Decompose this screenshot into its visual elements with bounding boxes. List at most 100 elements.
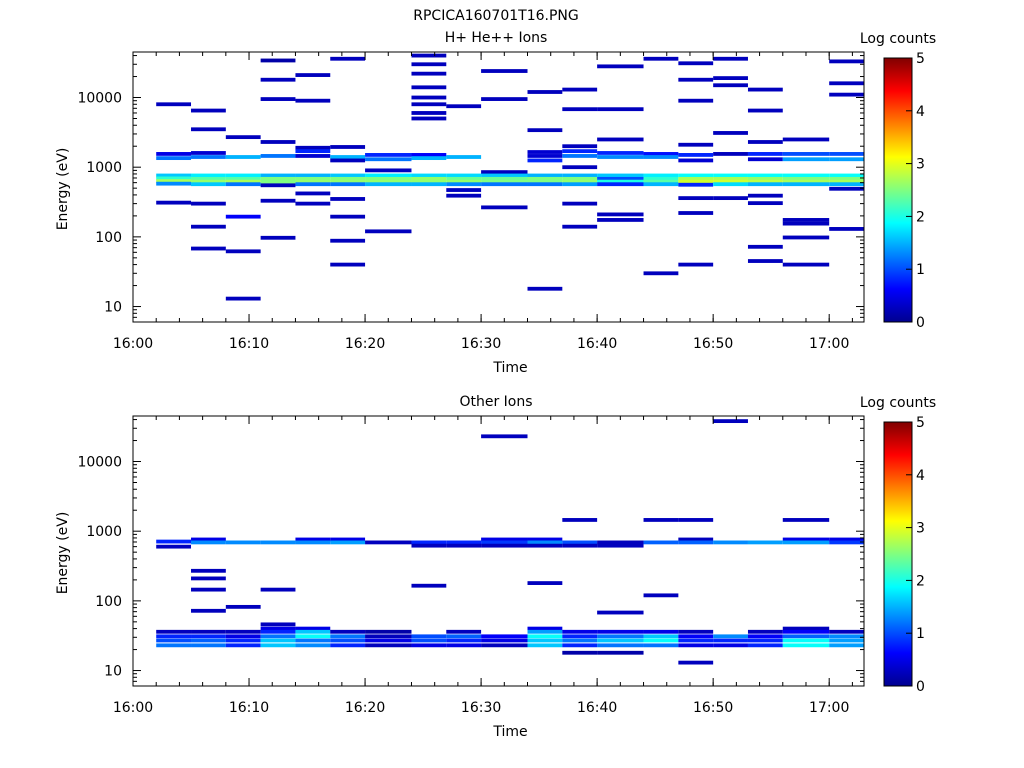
colorbar-label: Log counts (860, 31, 936, 47)
heatmap-cell (782, 152, 830, 156)
y-tick-label: 10 (104, 664, 122, 680)
heatmap-cell (678, 61, 714, 66)
heatmap-cell (260, 58, 296, 63)
heatmap-cell (562, 543, 598, 548)
heatmap-cell (260, 179, 296, 184)
heatmap-cell (191, 173, 226, 178)
heatmap-cell (191, 537, 226, 542)
heatmap-cell (225, 249, 261, 254)
heatmap-cell (156, 179, 192, 184)
heatmap-cell (260, 198, 296, 203)
plot-frame (132, 51, 865, 323)
heatmap-cell (411, 583, 447, 588)
y-tick-label: 1000 (86, 160, 122, 176)
heatmap-cell (562, 182, 598, 187)
heatmap-cell (829, 540, 864, 545)
heatmap-cell (156, 539, 192, 544)
heatmap-cell (260, 154, 296, 158)
heatmap-cell (829, 227, 864, 231)
heatmap-cell (260, 97, 296, 101)
heatmap-cell (191, 540, 226, 545)
heatmap-cell (829, 152, 864, 156)
x-tick-label: 16:00 (113, 336, 153, 352)
heatmap-cell (782, 173, 830, 178)
heatmap-cell (411, 643, 447, 648)
heatmap-cell (829, 182, 864, 187)
heatmap-cell (411, 182, 447, 187)
colorbar-gradient (883, 421, 913, 687)
heatmap-cell (411, 540, 447, 545)
heatmap-cell (446, 543, 482, 548)
heatmap-cell (295, 182, 331, 187)
heatmap-cell (562, 650, 598, 655)
heatmap-cell (260, 587, 296, 592)
heatmap-cell (643, 638, 679, 643)
heatmap-cell (678, 211, 714, 215)
heatmap-cell (562, 179, 598, 184)
heatmap-cell (156, 643, 192, 648)
heatmap-cell (829, 634, 864, 639)
heatmap-cell (156, 200, 192, 205)
heatmap-cell (678, 158, 714, 163)
heatmap-cell (562, 201, 598, 206)
heatmap-cell (365, 638, 412, 643)
heatmap-cell (225, 135, 261, 140)
colorbar-tick-label: 4 (916, 104, 925, 120)
heatmap-cell (260, 176, 296, 181)
heatmap-cell (295, 154, 331, 158)
heatmap-cell (527, 643, 563, 648)
heatmap-cell (782, 179, 830, 184)
heatmap-cell (481, 182, 528, 187)
heatmap-cell (225, 179, 261, 184)
heatmap-cell (481, 634, 528, 639)
heatmap-cell (713, 540, 748, 545)
x-tick-label: 16:40 (577, 336, 617, 352)
heatmap-cell (597, 107, 644, 112)
heatmap-cell (782, 235, 830, 240)
heatmap-cell (713, 643, 748, 648)
heatmap-cell (678, 629, 714, 634)
heatmap-cell (782, 262, 830, 267)
heatmap-cell (713, 176, 748, 181)
heatmap-cells (156, 53, 864, 301)
heatmap-cell (260, 629, 296, 634)
heatmap-cell (829, 173, 864, 178)
colorbar-gradient (883, 57, 913, 323)
panel-title: H+ He++ Ions (445, 30, 548, 46)
heatmap-cell (713, 638, 748, 643)
heatmap-cell (225, 634, 261, 639)
heatmap-cell (562, 154, 598, 158)
heatmap-cell (713, 56, 748, 61)
heatmap-cell (597, 64, 644, 69)
colorbar-tick-label: 0 (916, 315, 925, 331)
heatmap-cell (747, 629, 783, 634)
heatmap-cell (295, 638, 331, 643)
heatmap-cell (295, 634, 331, 639)
heatmap-cell (156, 544, 192, 549)
heatmap-cell (295, 173, 331, 178)
heatmap-cell (829, 59, 864, 64)
heatmap-cell (365, 182, 412, 187)
heatmap-cell (411, 53, 447, 58)
heatmap-cell (678, 179, 714, 184)
heatmap-cell (643, 152, 679, 156)
x-tick-label: 16:40 (577, 700, 617, 716)
heatmap-cell (747, 643, 783, 648)
heatmap-cell (678, 634, 714, 639)
heatmap-cell (481, 69, 528, 73)
heatmap-cell (411, 634, 447, 639)
heatmap-cell (562, 144, 598, 149)
x-tick-label: 16:50 (693, 700, 733, 716)
heatmap-cell (643, 176, 679, 181)
heatmap-cell (330, 182, 366, 187)
heatmap-cell (678, 153, 714, 157)
heatmap-cell (713, 182, 748, 187)
y-axis-label: Energy (eV) (55, 148, 71, 231)
colorbar-tick-label: 5 (916, 51, 925, 67)
heatmap-cell (713, 196, 748, 201)
heatmap-cell (191, 608, 226, 613)
heatmap-cell (782, 157, 830, 162)
heatmap-cell (225, 540, 261, 545)
colorbar: 0 1 2 3 4 5 (883, 415, 925, 695)
